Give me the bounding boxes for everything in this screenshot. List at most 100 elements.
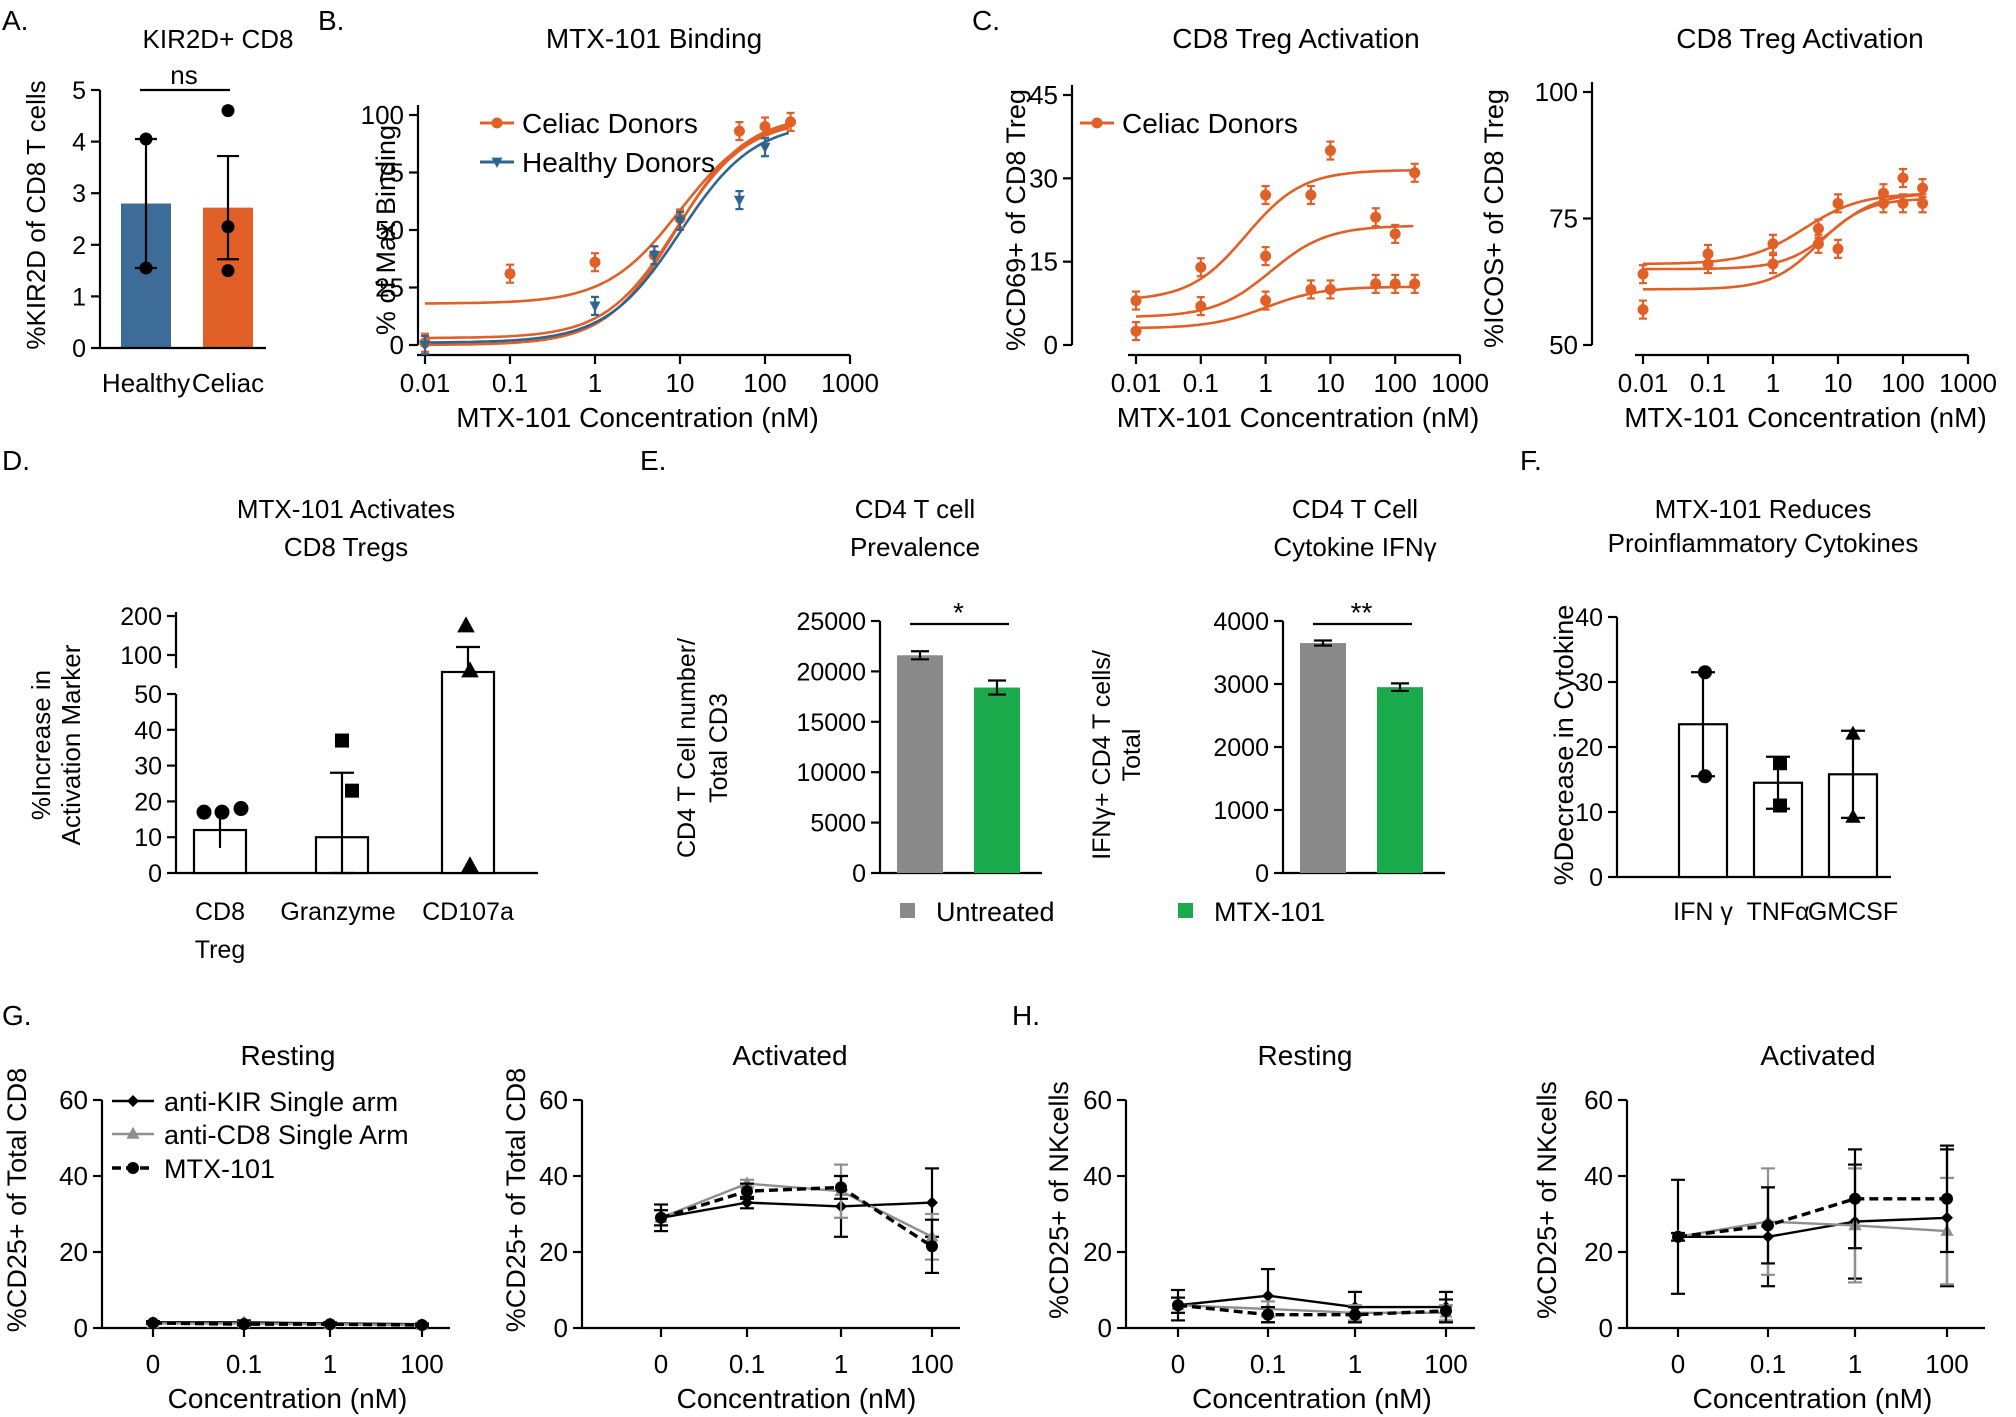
- panel-a-point: [139, 261, 153, 275]
- panel-h1-y-tick-label: 0: [1098, 1313, 1112, 1343]
- panel-c2-data-point: [1832, 243, 1844, 255]
- panel-b-data-point: [733, 195, 745, 207]
- panel-d-point: [196, 804, 212, 820]
- panel-e2-bar-0: [1300, 643, 1346, 873]
- panel-b-data-point: [759, 142, 771, 154]
- panel-d-y-label-line1: %Increase in: [26, 670, 56, 820]
- panel-d-x-label-cd8: CD8: [195, 898, 245, 926]
- panel-letter-e: E.: [640, 445, 666, 476]
- panel-c1-fit-curve-1: [1135, 224, 1414, 318]
- panel-d-bar-2: [440, 670, 496, 875]
- panel-c1-data-point: [1260, 250, 1272, 262]
- panel-g2-series-line-1: [660, 1182, 933, 1238]
- panel-c1-title: CD8 Treg Activation: [1172, 23, 1419, 54]
- panel-c1-data-point: [1195, 300, 1207, 312]
- panel-h1-series-line-0: [1177, 1294, 1446, 1309]
- panel-h2-y-tick-label: 20: [1584, 1237, 1613, 1267]
- panel-f-x-label-2: GMCSF: [1808, 898, 1898, 926]
- panel-e1-y-tick-label: 20000: [796, 658, 866, 686]
- panel-c1-y-tick-label: 0: [1044, 330, 1058, 360]
- panel-h2-y-tick-label: 60: [1584, 1085, 1613, 1115]
- panel-e1-y-tick-label: 0: [852, 860, 866, 888]
- panel-g1-y-tick-label: 20: [59, 1237, 88, 1267]
- panel-g2-x-tick-label: 100: [910, 1349, 953, 1379]
- panel-f-y-tick-label: 0: [1589, 864, 1603, 892]
- panel-h2-y-tick-label: 0: [1599, 1313, 1613, 1343]
- panel-b-y-tick-label: 100: [361, 100, 404, 130]
- panel-c1-x-tick-label: 1: [1258, 368, 1272, 398]
- panel-a-point: [139, 132, 153, 146]
- panel-c2-data-point: [1897, 172, 1909, 184]
- panel-c1-x-tick-label: 10: [1316, 368, 1345, 398]
- panel-h1-y-tick-label: 60: [1083, 1085, 1112, 1115]
- panel-a-y-tick-label: 4: [72, 129, 86, 157]
- panel-e2-sig-label: **: [1351, 597, 1373, 628]
- panel-c1-y-tick-label: 30: [1029, 163, 1058, 193]
- panel-g2-y-tick-label: 0: [554, 1313, 568, 1343]
- panel-e2-title-line2: Cytokine IFNγ: [1273, 532, 1436, 562]
- panel-c2-x-tick-label: 100: [1881, 368, 1924, 398]
- panel-b-x-label: MTX-101 Concentration (nM): [456, 402, 819, 433]
- panel-a-title: KIR2D+ CD8: [143, 24, 294, 54]
- panel-h2-x-tick-label: 1: [1848, 1349, 1862, 1379]
- panel-e1-y-tick-label: 15000: [796, 709, 866, 737]
- panel-c2-data-point: [1917, 197, 1929, 209]
- panel-e1-y-tick-label: 10000: [796, 759, 866, 787]
- panel-f-title-line2: Proinflammatory Cytokines: [1608, 528, 1919, 558]
- panel-c2-x-tick-label: 10: [1824, 368, 1853, 398]
- panel-c1-data-point: [1370, 278, 1382, 290]
- panel-c2-fit-curve-0: [1643, 193, 1922, 266]
- panel-c2-data-point: [1917, 182, 1929, 194]
- panel-letter-a: A.: [2, 5, 28, 36]
- panel-f-point: [1773, 798, 1787, 813]
- panel-g1-y-tick-label: 60: [59, 1085, 88, 1115]
- panel-g1-series-2-point: [324, 1318, 336, 1331]
- panel-f-point: [1845, 725, 1861, 740]
- panel-e1-y-tick-label: 5000: [810, 810, 866, 838]
- panel-h2-x-tick-label: 0.1: [1750, 1349, 1786, 1379]
- panel-c2-data-point: [1767, 238, 1779, 250]
- panel-b-legend-marker-1: [491, 157, 503, 169]
- panel-h1-series-0-point: [1262, 1289, 1274, 1302]
- panel-c2-y-tick-label: 100: [1535, 77, 1578, 107]
- panel-c1-y-label: %CD69+ of CD8 Treg: [1001, 89, 1031, 351]
- panel-h1-y-tick-label: 40: [1083, 1161, 1112, 1191]
- panel-e2-bar-1: [1377, 687, 1423, 873]
- panel-b-y-tick-label: 25: [375, 273, 404, 303]
- panel-c2-x-tick-label: 0.1: [1690, 368, 1726, 398]
- panel-h2-title: Activated: [1760, 1040, 1875, 1071]
- panel-g2-series-2-point: [655, 1211, 667, 1224]
- panel-h2-series-2-point: [1849, 1192, 1861, 1205]
- panel-f-x-label-1: TNFα: [1746, 898, 1809, 926]
- panel-c2-title: CD8 Treg Activation: [1676, 23, 1923, 54]
- panel-g2-series-0-point: [926, 1196, 938, 1209]
- panel-g2-series-2-point: [835, 1181, 847, 1194]
- panel-letter-c: C.: [972, 5, 1000, 36]
- panel-b-data-point: [589, 301, 601, 312]
- panel-d-point: [461, 856, 479, 873]
- panel-c1-x-tick-label: 100: [1374, 368, 1417, 398]
- panel-c1-fit-curve-0: [1135, 169, 1414, 300]
- panel-b-y-tick-label: 0: [390, 330, 404, 360]
- panel-g1-x-tick-label: 0: [146, 1349, 160, 1379]
- panel-d-y-tick-label: 10: [134, 824, 162, 852]
- panel-f-point: [1845, 808, 1861, 823]
- panel-a-y-tick-label: 0: [72, 335, 86, 363]
- panel-letter-g: G.: [2, 1000, 32, 1031]
- panel-e1-sig-label: *: [953, 597, 964, 628]
- panel-h2-series-2-point: [1672, 1230, 1684, 1243]
- panel-e2-y-tick-label: 4000: [1213, 608, 1269, 636]
- panel-g2-series-2-point: [741, 1185, 753, 1198]
- panel-h2-series-line-1: [1677, 1220, 1948, 1238]
- panel-d-point: [345, 783, 359, 798]
- panel-b-data-point: [674, 216, 686, 227]
- panel-a-y-label: %KIR2D of CD8 T cells: [21, 80, 51, 349]
- panel-e1-title-line1: CD4 T cell: [855, 494, 975, 524]
- panel-c2-fit-curve-2: [1643, 198, 1922, 291]
- panel-h1-series-2-point: [1262, 1308, 1274, 1321]
- panel-g1-title: Resting: [241, 1040, 336, 1071]
- panel-c2-data-point: [1702, 248, 1714, 260]
- panel-f-y-tick-label: 30: [1575, 669, 1603, 697]
- panel-c2-x-tick-label: 0.01: [1618, 368, 1669, 398]
- panel-g1-series-line-2: [152, 1321, 423, 1327]
